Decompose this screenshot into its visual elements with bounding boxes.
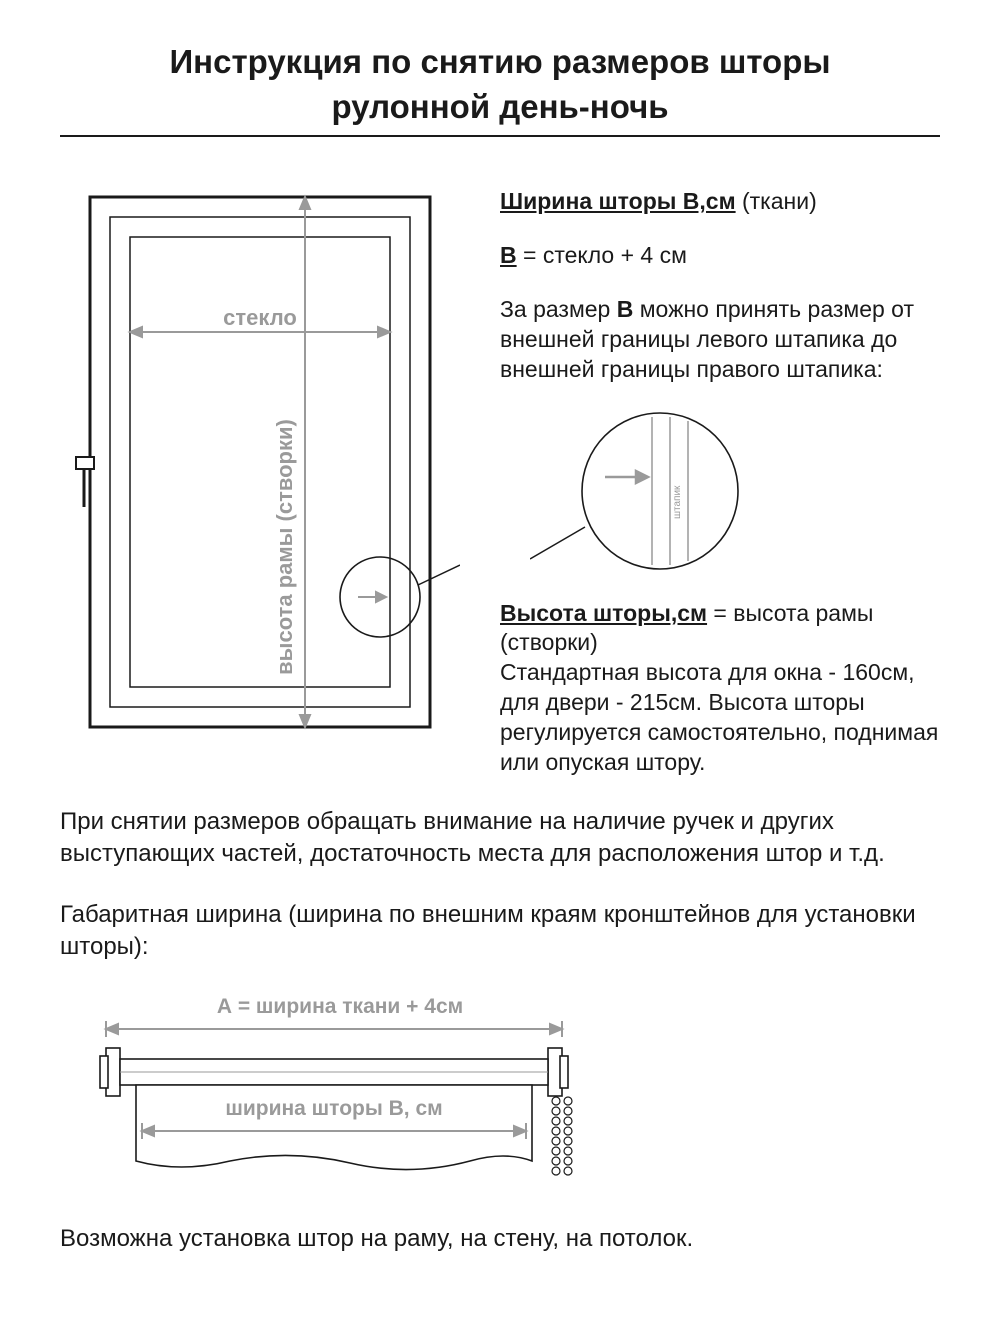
- window-diagram: стекло высота рамы (створки): [60, 187, 460, 747]
- text-column: Ширина шторы В,см (ткани) В = стекло + 4…: [500, 187, 940, 778]
- width-heading: Ширина шторы В,см (ткани): [500, 187, 940, 217]
- note-handles: При снятии размеров обращать внимание на…: [60, 806, 940, 871]
- note-overall-width: Габаритная ширина (ширина по внешним кра…: [60, 899, 940, 964]
- height-heading: Высота шторы,см: [500, 600, 707, 626]
- width-heading-suffix: (ткани): [736, 188, 817, 214]
- svg-text:ширина шторы В, см: ширина шторы В, см: [225, 1097, 442, 1120]
- width-formula: В = стекло + 4 см: [500, 241, 940, 271]
- formula-rest: = стекло + 4 см: [517, 242, 687, 268]
- main-row: стекло высота рамы (створки) Ширина штор…: [60, 187, 940, 778]
- formula-b: В: [500, 242, 517, 268]
- svg-text:штапик: штапик: [672, 484, 683, 518]
- svg-text:высота рамы (створки): высота рамы (створки): [272, 419, 297, 675]
- detail-enlarged: штапик: [530, 409, 940, 579]
- roller-diagram: А = ширина ткани + 4см ширина шторы В, с…: [60, 993, 940, 1193]
- height-block: Высота шторы,см = высота рамы (створки) …: [500, 599, 940, 778]
- svg-text:А = ширина ткани + 4см: А = ширина ткани + 4см: [217, 995, 463, 1018]
- b-letter: В: [617, 296, 634, 322]
- page-title: Инструкция по снятию размеров шторы руло…: [60, 40, 940, 137]
- footer-note: Возможна установка штор на раму, на стен…: [60, 1223, 940, 1255]
- width-heading-bold: Ширина шторы В,см: [500, 188, 736, 214]
- height-body: Стандартная высота для окна - 160см, для…: [500, 659, 938, 775]
- b-description: За размер В можно принять размер от внеш…: [500, 295, 940, 385]
- title-line1: Инструкция по снятию размеров шторы: [169, 43, 830, 80]
- title-line2: рулонной день-ночь: [331, 88, 668, 125]
- svg-text:стекло: стекло: [223, 305, 297, 330]
